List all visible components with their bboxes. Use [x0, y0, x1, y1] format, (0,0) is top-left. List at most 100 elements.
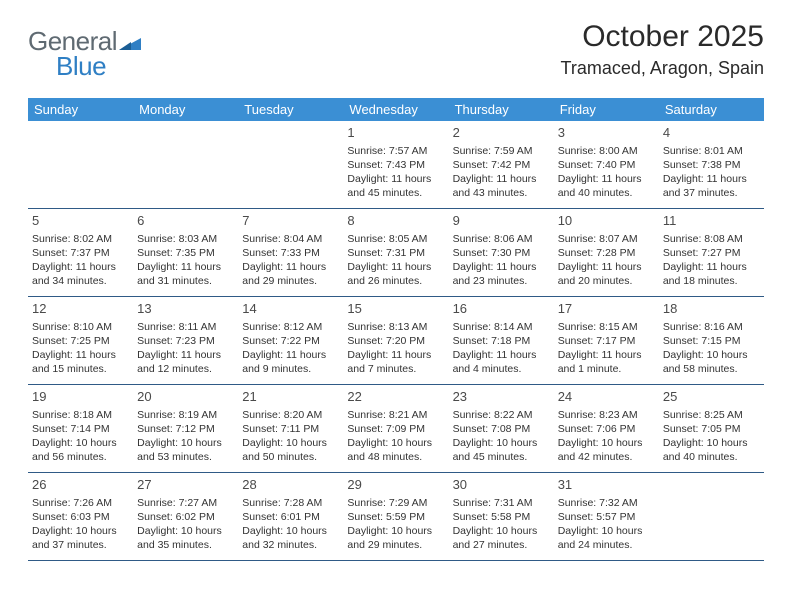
day-number: 27 [137, 476, 234, 494]
calendar-cell: 16Sunrise: 8:14 AMSunset: 7:18 PMDayligh… [449, 297, 554, 385]
sunset-text: Sunset: 7:25 PM [32, 334, 129, 348]
daylight-text: Daylight: 10 hours [32, 524, 129, 538]
daylight-text: and 20 minutes. [558, 274, 655, 288]
calendar-cell: 5Sunrise: 8:02 AMSunset: 7:37 PMDaylight… [28, 209, 133, 297]
calendar-cell: 23 Sunrise: 8:22 AMSunset: 7:08 PMDayligh… [449, 385, 554, 473]
sunrise-text: Sunrise: 8:08 AM [663, 232, 760, 246]
sunset-text: Sunset: 7:22 PM [242, 334, 339, 348]
dayname-sun: Sunday [28, 98, 133, 121]
daylight-text: Daylight: 10 hours [453, 436, 550, 450]
daylight-text: and 23 minutes. [453, 274, 550, 288]
daylight-text: Daylight: 11 hours [347, 172, 444, 186]
logo-mark-icon [119, 36, 141, 55]
calendar-cell: 18Sunrise: 8:16 AMSunset: 7:15 PMDayligh… [659, 297, 764, 385]
sunrise-text: Sunrise: 7:28 AM [242, 496, 339, 510]
sunrise-text: Sunrise: 8:04 AM [242, 232, 339, 246]
day-number: 20 [137, 388, 234, 406]
sunrise-text: Sunrise: 7:29 AM [347, 496, 444, 510]
calendar-cell: 10Sunrise: 8:07 AMSunset: 7:28 PMDayligh… [554, 209, 659, 297]
calendar-cell [238, 121, 343, 209]
daylight-text: and 45 minutes. [347, 186, 444, 200]
sunrise-text: Sunrise: 8:13 AM [347, 320, 444, 334]
daylight-text: and 50 minutes. [242, 450, 339, 464]
calendar-cell: 4Sunrise: 8:01 AMSunset: 7:38 PMDaylight… [659, 121, 764, 209]
sunset-text: Sunset: 7:08 PM [453, 422, 550, 436]
calendar-body: 1Sunrise: 7:57 AMSunset: 7:43 PMDaylight… [28, 121, 764, 561]
logo: General Blue [28, 26, 141, 82]
daylight-text: and 56 minutes. [32, 450, 129, 464]
daylight-text: Daylight: 11 hours [242, 348, 339, 362]
sunrise-text: Sunrise: 7:57 AM [347, 144, 444, 158]
calendar-cell: 11Sunrise: 8:08 AMSunset: 7:27 PMDayligh… [659, 209, 764, 297]
sunset-text: Sunset: 7:33 PM [242, 246, 339, 260]
sunrise-text: Sunrise: 8:25 AM [663, 408, 760, 422]
sunrise-text: Sunrise: 8:22 AM [453, 408, 550, 422]
calendar-cell: 24Sunrise: 8:23 AMSunset: 7:06 PMDayligh… [554, 385, 659, 473]
sunrise-text: Sunrise: 7:31 AM [453, 496, 550, 510]
dayname-tue: Tuesday [238, 98, 343, 121]
sunset-text: Sunset: 7:06 PM [558, 422, 655, 436]
title-block: October 2025 Tramaced, Aragon, Spain [561, 20, 764, 79]
sunset-text: Sunset: 5:58 PM [453, 510, 550, 524]
day-number: 26 [32, 476, 129, 494]
day-number: 23 [453, 388, 550, 406]
daylight-text: and 31 minutes. [137, 274, 234, 288]
sunrise-text: Sunrise: 7:32 AM [558, 496, 655, 510]
sunset-text: Sunset: 7:35 PM [137, 246, 234, 260]
daylight-text: Daylight: 11 hours [558, 260, 655, 274]
daylight-text: Daylight: 10 hours [663, 436, 760, 450]
daylight-text: and 24 minutes. [558, 538, 655, 552]
dayname-mon: Monday [133, 98, 238, 121]
calendar-cell: 28Sunrise: 7:28 AMSunset: 6:01 PMDayligh… [238, 473, 343, 561]
sunrise-text: Sunrise: 7:27 AM [137, 496, 234, 510]
sunset-text: Sunset: 6:02 PM [137, 510, 234, 524]
daylight-text: and 53 minutes. [137, 450, 234, 464]
daylight-text: and 26 minutes. [347, 274, 444, 288]
calendar-cell: 12Sunrise: 8:10 AMSunset: 7:25 PMDayligh… [28, 297, 133, 385]
daylight-text: Daylight: 11 hours [137, 348, 234, 362]
sunset-text: Sunset: 7:12 PM [137, 422, 234, 436]
day-number: 18 [663, 300, 760, 318]
sunset-text: Sunset: 7:14 PM [32, 422, 129, 436]
daylight-text: Daylight: 11 hours [453, 172, 550, 186]
daylight-text: and 27 minutes. [453, 538, 550, 552]
calendar-cell: 1Sunrise: 7:57 AMSunset: 7:43 PMDaylight… [343, 121, 448, 209]
daylight-text: and 7 minutes. [347, 362, 444, 376]
calendar-cell: 20Sunrise: 8:19 AMSunset: 7:12 PMDayligh… [133, 385, 238, 473]
calendar-cell: 14Sunrise: 8:12 AMSunset: 7:22 PMDayligh… [238, 297, 343, 385]
day-number: 8 [347, 212, 444, 230]
calendar-cell: 9Sunrise: 8:06 AMSunset: 7:30 PMDaylight… [449, 209, 554, 297]
calendar-cell: 17Sunrise: 8:15 AMSunset: 7:17 PMDayligh… [554, 297, 659, 385]
calendar-cell: 25Sunrise: 8:25 AMSunset: 7:05 PMDayligh… [659, 385, 764, 473]
daylight-text: Daylight: 11 hours [347, 348, 444, 362]
daylight-text: and 43 minutes. [453, 186, 550, 200]
sunset-text: Sunset: 7:15 PM [663, 334, 760, 348]
daylight-text: and 34 minutes. [32, 274, 129, 288]
calendar-cell: 27Sunrise: 7:27 AMSunset: 6:02 PMDayligh… [133, 473, 238, 561]
daylight-text: and 37 minutes. [32, 538, 129, 552]
daylight-text: and 40 minutes. [558, 186, 655, 200]
daylight-text: Daylight: 10 hours [242, 436, 339, 450]
sunset-text: Sunset: 7:30 PM [453, 246, 550, 260]
sunset-text: Sunset: 6:01 PM [242, 510, 339, 524]
sunrise-text: Sunrise: 8:19 AM [137, 408, 234, 422]
sunset-text: Sunset: 7:23 PM [137, 334, 234, 348]
sunset-text: Sunset: 7:17 PM [558, 334, 655, 348]
daylight-text: Daylight: 11 hours [32, 260, 129, 274]
day-number: 10 [558, 212, 655, 230]
day-number: 15 [347, 300, 444, 318]
sunrise-text: Sunrise: 8:07 AM [558, 232, 655, 246]
daylight-text: Daylight: 11 hours [453, 348, 550, 362]
sunrise-text: Sunrise: 8:12 AM [242, 320, 339, 334]
calendar-cell [659, 473, 764, 561]
calendar-cell: 19Sunrise: 8:18 AMSunset: 7:14 PMDayligh… [28, 385, 133, 473]
sunrise-text: Sunrise: 8:10 AM [32, 320, 129, 334]
day-number: 30 [453, 476, 550, 494]
day-number: 16 [453, 300, 550, 318]
daylight-text: and 15 minutes. [32, 362, 129, 376]
daylight-text: and 37 minutes. [663, 186, 760, 200]
day-number: 11 [663, 212, 760, 230]
day-number: 5 [32, 212, 129, 230]
sunrise-text: Sunrise: 8:20 AM [242, 408, 339, 422]
calendar-cell: 8Sunrise: 8:05 AMSunset: 7:31 PMDaylight… [343, 209, 448, 297]
